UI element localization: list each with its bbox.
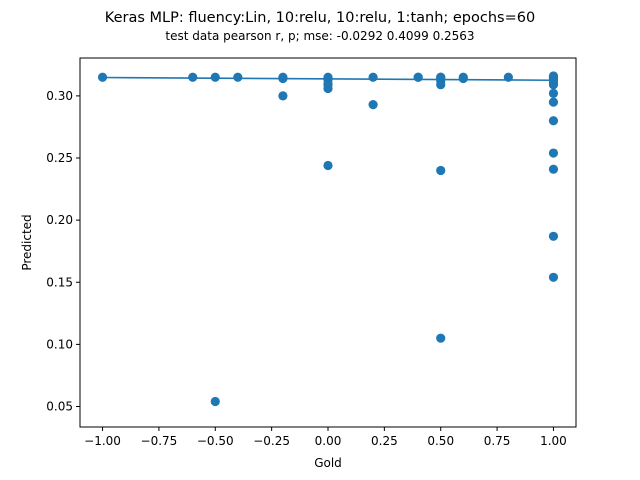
x-tick-label: 1.00 bbox=[540, 434, 567, 448]
data-point bbox=[233, 72, 243, 82]
data-point bbox=[548, 148, 559, 158]
x-tick-label: 0.50 bbox=[427, 434, 454, 448]
data-point bbox=[323, 160, 333, 171]
x-tick-label: 0.75 bbox=[484, 434, 511, 448]
data-point bbox=[436, 165, 446, 176]
axes-layer: −1.00 −0.75 −0.50 −0.25 0.00 0.25 0.50 0.75 1.00… bbox=[46, 89, 567, 448]
data-point bbox=[323, 83, 333, 94]
x-axis-label: Gold bbox=[314, 456, 342, 470]
chart-subtitle: test data pearson r, p; mse: -0.0292 0.4… bbox=[165, 29, 474, 43]
data-point bbox=[548, 116, 559, 126]
data-point bbox=[548, 164, 559, 174]
plot-frame bbox=[79, 57, 577, 428]
fit-line bbox=[102, 76, 554, 82]
y-tick-label: 0.05 bbox=[46, 400, 73, 414]
y-tick-label: 0.15 bbox=[46, 275, 73, 289]
data-point bbox=[548, 272, 559, 282]
data-point bbox=[436, 72, 446, 82]
data-point bbox=[436, 80, 446, 90]
data-point bbox=[413, 72, 423, 82]
chart-title: Keras MLP: fluency:Lin, 10:relu, 10:relu… bbox=[105, 10, 535, 26]
y-tick-label: 0.20 bbox=[46, 213, 73, 227]
y-tick-label: 0.10 bbox=[46, 337, 73, 351]
data-point bbox=[458, 73, 468, 84]
y-tick-label: 0.30 bbox=[46, 89, 73, 103]
data-layer bbox=[97, 71, 559, 407]
data-point bbox=[368, 72, 378, 82]
x-tick-label: −0.25 bbox=[253, 434, 290, 448]
data-point bbox=[548, 73, 559, 84]
y-tick-label: 0.25 bbox=[46, 151, 73, 165]
x-tick-label: −0.50 bbox=[197, 434, 234, 448]
x-tick-label: 0.25 bbox=[371, 434, 398, 448]
data-point bbox=[548, 88, 559, 99]
data-point bbox=[97, 72, 108, 82]
data-point bbox=[210, 396, 220, 407]
data-point bbox=[278, 91, 288, 101]
data-point bbox=[210, 72, 220, 82]
x-tick-label: −1.00 bbox=[84, 434, 121, 448]
data-point bbox=[548, 97, 559, 107]
x-tick-label: 0.00 bbox=[315, 434, 342, 448]
x-tick-label: −0.75 bbox=[141, 434, 178, 448]
data-point bbox=[548, 231, 559, 241]
data-point bbox=[368, 99, 378, 110]
y-axis-label: Predicted bbox=[20, 214, 34, 270]
data-point bbox=[436, 333, 446, 343]
